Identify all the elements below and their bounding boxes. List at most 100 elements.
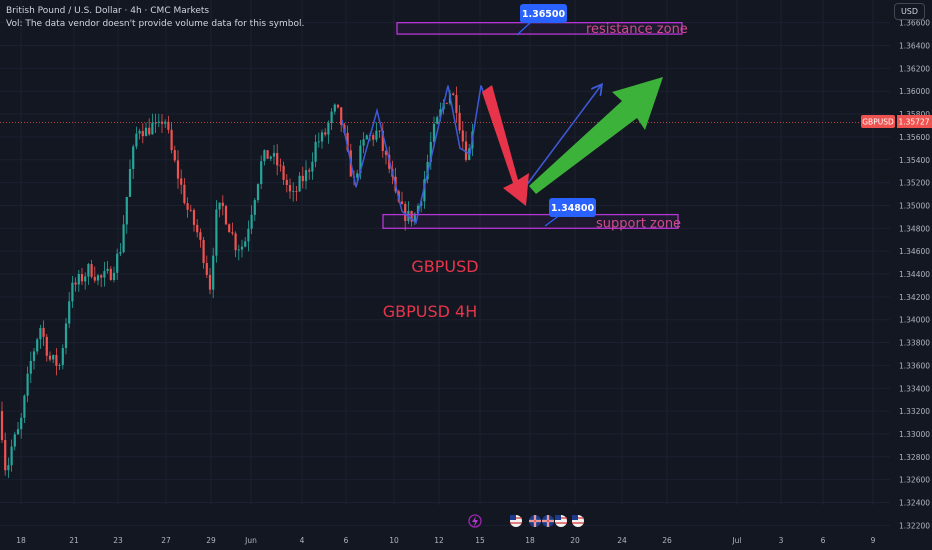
red-down-arrow[interactable] [482,85,529,206]
support-zone-box[interactable] [382,213,679,229]
resistance-callout-price: 1.36500 [522,9,566,20]
price-tick-label: 1.33800 [899,339,930,348]
candle-body [237,249,240,251]
candle-body [151,122,154,135]
candle-body [87,264,90,277]
support-callout[interactable] [549,198,596,217]
resistance-callout-line [516,21,532,36]
candle-body [413,213,416,222]
chart-title-gbpusd-4h: GBPUSD 4H [383,302,478,321]
us-flag-icon[interactable] [510,515,522,527]
support-zone-label: support zone [596,216,681,231]
candle-body [154,122,157,124]
uk-flag-icon[interactable] [529,515,541,527]
current-price-tag [897,115,932,128]
current-price-symbol: GBPUSD [862,118,894,127]
candle-body [23,395,26,418]
candle-body [455,95,458,113]
price-tick-label: 1.34800 [899,224,930,233]
candle-body [215,209,218,256]
candle-body [327,122,330,135]
candle-body [244,241,247,247]
candle-body [212,255,215,290]
candle-body [416,205,420,214]
candle-body [16,429,20,435]
resistance-zone-label: resistance zone [586,22,688,37]
candle-body [116,253,119,273]
us-flag-icon-3[interactable] [572,515,584,527]
candle-body [61,348,64,365]
candle-body [0,411,4,441]
price-tick-label: 1.32400 [899,499,930,508]
candle-body [128,168,132,197]
candle-body [45,336,48,356]
candle-body [208,274,212,290]
time-tick-label: 6 [344,536,349,545]
us-flag-icon-2[interactable] [555,515,567,527]
candle-body [404,203,407,221]
candle-body [340,107,343,125]
candle-body [279,165,282,167]
candle-body [445,103,448,104]
time-tick-label: 21 [69,536,79,545]
candle-body [221,202,224,207]
candle-body [144,127,148,137]
candle-body [336,104,340,108]
candle-body [247,228,250,242]
candle-body [320,132,324,142]
price-tick-label: 1.33400 [899,384,930,393]
candle-body [68,301,71,324]
candle-body [263,150,266,162]
price-tick-label: 1.36600 [899,19,930,28]
currency-button[interactable]: USD [894,3,925,20]
candle-body [64,323,68,349]
candle-body [381,130,384,151]
time-tick-label: Jul [731,536,741,545]
candle-body [356,173,359,178]
candlestick-series [0,86,474,478]
candle-body [429,141,432,162]
candle-body [170,129,173,151]
time-tick-label: 10 [389,536,399,545]
price-axis[interactable]: 1.36600 1.36400 1.36200 1.36000 1.35800 1.356… [899,19,930,531]
candle-body [308,170,311,172]
price-tick-label: 1.33200 [899,407,930,416]
support-callout-price: 1.34800 [551,203,595,214]
candle-body [58,364,61,366]
price-tick-label: 1.35800 [899,110,930,119]
candle-body [410,210,413,222]
candle-body [180,178,183,185]
candle-body [93,276,96,281]
candle-body [375,130,378,140]
candle-body [292,191,295,192]
candle-body [423,179,426,202]
candle-body [384,150,388,155]
time-axis[interactable]: 18 21 23 27 29 Jun 4 6 10 12 15 18 20 24 26 Jul 3 6 9 [16,536,875,545]
time-tick-label: 12 [434,536,444,545]
time-tick-label: 4 [300,536,305,545]
price-tick-label: 1.33600 [899,361,930,370]
green-up-arrow[interactable] [529,77,663,194]
lightning-icon[interactable] [468,514,482,528]
candle-body [157,121,160,123]
uk-flag-icon-2[interactable] [542,515,554,527]
candle-body [48,355,52,360]
chart-header: British Pound / U.S. Dollar · 4h · CMC M… [6,5,304,31]
candle-body [10,446,13,466]
candle-body [234,233,237,251]
candle-body [100,275,103,278]
price-tick-label: 1.35000 [899,201,930,210]
current-price-symbol-tag [861,115,895,128]
candle-body [90,264,93,277]
price-tick-label: 1.36200 [899,64,930,73]
price-tick-label: 1.35400 [899,156,930,165]
candle-body [231,232,234,234]
volume-note: Vol: The data vendor doesn't provide vol… [6,19,305,29]
candle-body [141,131,144,137]
time-tick-label: 6 [821,536,826,545]
time-tick-label: 9 [871,536,876,545]
candle-body [256,184,260,201]
resistance-callout[interactable] [520,4,567,23]
candle-body [228,224,231,233]
